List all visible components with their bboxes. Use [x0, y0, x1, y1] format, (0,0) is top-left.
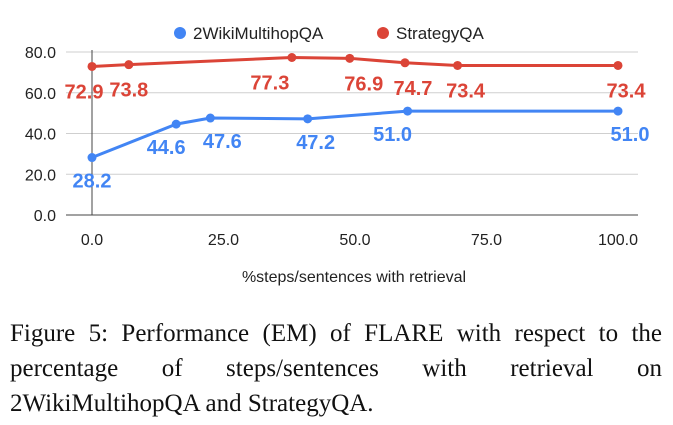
data-point	[171, 119, 181, 129]
data-point	[287, 53, 297, 63]
data-point	[345, 53, 355, 63]
data-label: 73.8	[109, 80, 148, 102]
data-label: 51.0	[373, 124, 412, 146]
data-label: 76.9	[344, 73, 383, 95]
legend-label-1: 2WikiMultihopQA	[193, 24, 324, 43]
data-label: 72.9	[65, 81, 104, 103]
data-label: 47.2	[296, 132, 335, 154]
series-layer: 28.2 44.6 47.6 47.2 51.0 51.0 72.9 73.8 77.3 76.9…	[65, 53, 650, 193]
data-point	[613, 60, 623, 70]
chart: 0.0 20.0 40.0 60.0 80.0 0.0 25.0 50.0 75.0 100.0…	[25, 24, 650, 286]
data-point	[303, 114, 313, 124]
data-point	[87, 153, 97, 163]
x-axis-label: %steps/sentences with retrieval	[242, 269, 466, 286]
data-label: 74.7	[394, 78, 433, 100]
series-line-1	[90, 109, 620, 160]
x-tick-label: 50.0	[339, 232, 370, 249]
gridlines	[66, 50, 638, 216]
series-line-2	[90, 56, 620, 68]
data-label: 44.6	[147, 137, 186, 159]
data-point	[205, 113, 215, 123]
data-label: 47.6	[203, 131, 242, 153]
y-tick-label: 60.0	[25, 86, 56, 103]
data-point	[400, 58, 410, 68]
data-point	[453, 60, 463, 70]
data-point	[403, 106, 413, 116]
data-label: 73.4	[607, 80, 647, 102]
y-tick-label: 0.0	[34, 208, 56, 225]
y-tick-label: 20.0	[25, 167, 56, 184]
legend-label-2: StrategyQA	[396, 24, 485, 43]
x-axis-ticks: 0.0 25.0 50.0 75.0 100.0	[81, 232, 638, 249]
data-label: 73.4	[446, 80, 486, 102]
data-point	[124, 60, 134, 70]
y-tick-label: 40.0	[25, 127, 56, 144]
legend-marker-2	[377, 27, 389, 39]
data-label: 77.3	[250, 73, 289, 95]
data-point	[87, 61, 97, 71]
y-axis-ticks: 0.0 20.0 40.0 60.0 80.0	[25, 45, 56, 225]
x-tick-label: 0.0	[81, 232, 103, 249]
data-label: 28.2	[73, 171, 112, 193]
x-tick-label: 25.0	[208, 232, 239, 249]
data-point	[613, 106, 623, 116]
x-tick-label: 75.0	[471, 232, 502, 249]
x-tick-label: 100.0	[598, 232, 638, 249]
y-tick-label: 80.0	[25, 45, 56, 62]
data-label: 51.0	[611, 124, 650, 146]
legend-marker-1	[174, 27, 186, 39]
legend: 2WikiMultihopQA StrategyQA	[174, 24, 485, 43]
figure-caption: Figure 5: Performance (EM) of FLARE with…	[10, 320, 662, 417]
